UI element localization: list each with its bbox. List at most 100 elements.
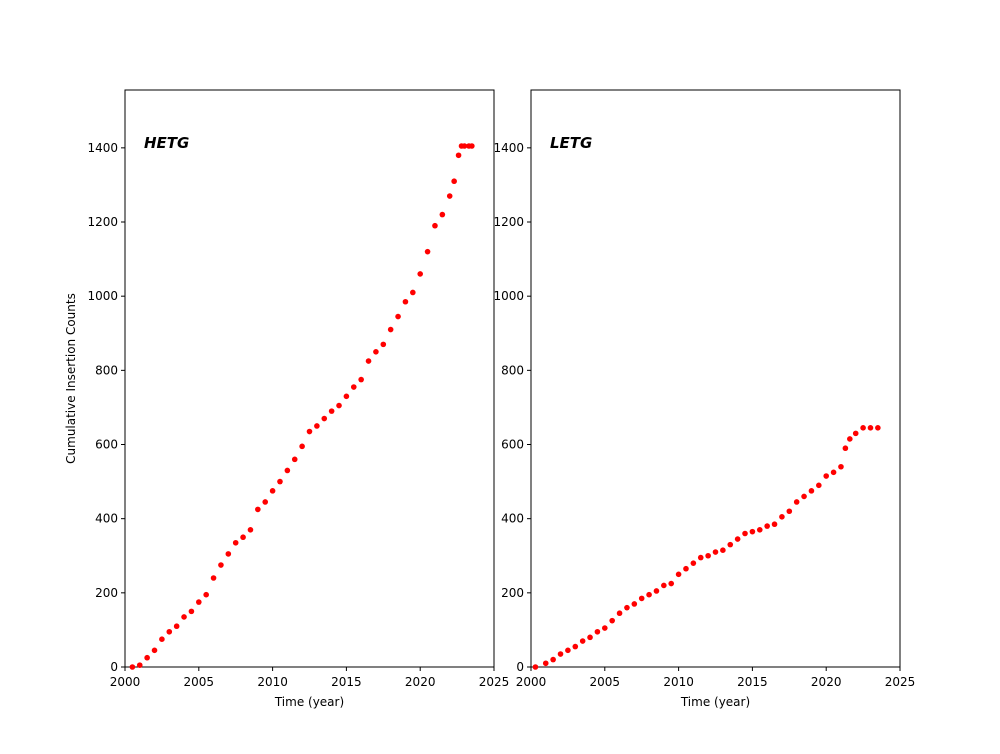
point: [395, 313, 401, 320]
y-tick-label: 400: [501, 512, 524, 526]
point: [668, 580, 675, 587]
point: [594, 628, 601, 635]
point: [624, 604, 630, 611]
y-tick-label: 600: [95, 438, 118, 452]
point: [690, 560, 697, 566]
point: [816, 482, 822, 489]
point: [247, 526, 254, 533]
x-tick-label: 2015: [737, 675, 768, 689]
point: [579, 638, 586, 644]
point: [461, 143, 468, 149]
point: [314, 423, 320, 429]
point: [587, 634, 593, 641]
x-tick-label: 2005: [590, 675, 621, 689]
point: [240, 534, 246, 541]
point: [343, 393, 350, 400]
y-axis-label: Cumulative Insertion Counts: [64, 293, 78, 464]
y-tick-label: 200: [95, 586, 118, 600]
point: [786, 508, 793, 515]
point: [417, 271, 424, 277]
x-tick-label: 2025: [479, 675, 510, 689]
point: [661, 582, 667, 589]
point: [151, 647, 158, 654]
point: [380, 341, 387, 348]
point: [196, 599, 202, 605]
point: [712, 549, 719, 555]
point: [572, 643, 579, 650]
point: [557, 651, 564, 657]
point: [451, 178, 457, 185]
x-tick-label: 2020: [811, 675, 842, 689]
point: [291, 456, 298, 463]
plot-frame: [124, 89, 495, 668]
point: [424, 248, 431, 255]
x-tick-label: 2005: [184, 675, 215, 689]
point: [469, 143, 475, 149]
point: [159, 636, 165, 642]
y-tick-label: 1400: [87, 141, 118, 155]
y-tick-label: 1200: [87, 215, 118, 229]
point: [616, 610, 623, 617]
point: [358, 376, 364, 383]
point: [756, 526, 763, 533]
point: [402, 298, 409, 305]
point: [838, 463, 844, 470]
point: [646, 591, 652, 598]
x-axis-label: Time (year): [680, 695, 750, 709]
y-tick-label: 0: [110, 660, 118, 674]
point: [638, 595, 645, 602]
point: [764, 523, 770, 529]
y-tick-label: 1200: [493, 215, 524, 229]
point: [188, 608, 195, 615]
point: [727, 541, 734, 548]
point: [779, 514, 785, 520]
point: [277, 478, 283, 485]
x-tick-label: 2000: [110, 675, 141, 689]
y-tick-label: 1400: [493, 141, 524, 155]
point: [683, 565, 689, 572]
point: [173, 623, 180, 630]
point: [136, 662, 143, 668]
point: [653, 588, 660, 594]
point: [842, 445, 849, 452]
point: [210, 575, 217, 581]
x-tick-label: 2020: [405, 675, 436, 689]
point: [446, 193, 453, 199]
point: [875, 425, 881, 431]
point: [793, 499, 800, 505]
point: [749, 528, 756, 535]
point: [181, 614, 187, 620]
point: [262, 499, 269, 505]
point: [823, 473, 829, 479]
point: [631, 601, 638, 607]
x-tick-label: 2010: [663, 675, 694, 689]
y-tick-label: 800: [95, 363, 118, 377]
point: [734, 536, 741, 542]
y-tick-label: 0: [516, 660, 524, 674]
point: [550, 656, 556, 663]
point: [830, 469, 837, 476]
point: [847, 436, 853, 442]
point: [336, 402, 342, 409]
point: [455, 152, 462, 159]
point: [387, 326, 394, 333]
point: [365, 358, 372, 364]
x-tick-label: 2000: [516, 675, 547, 689]
panel-title: LETG: [550, 134, 592, 152]
point: [860, 425, 866, 431]
x-axis-label: Time (year): [274, 695, 344, 709]
point: [166, 628, 173, 635]
point: [697, 554, 704, 561]
point: [144, 654, 150, 661]
plot-frame: [530, 89, 901, 668]
point: [350, 384, 357, 390]
point: [373, 349, 379, 355]
point: [771, 521, 778, 528]
point: [255, 506, 261, 513]
x-tick-label: 2010: [257, 675, 288, 689]
point: [565, 647, 571, 654]
point: [801, 493, 807, 500]
y-tick-label: 1000: [493, 289, 524, 303]
point: [602, 625, 608, 631]
